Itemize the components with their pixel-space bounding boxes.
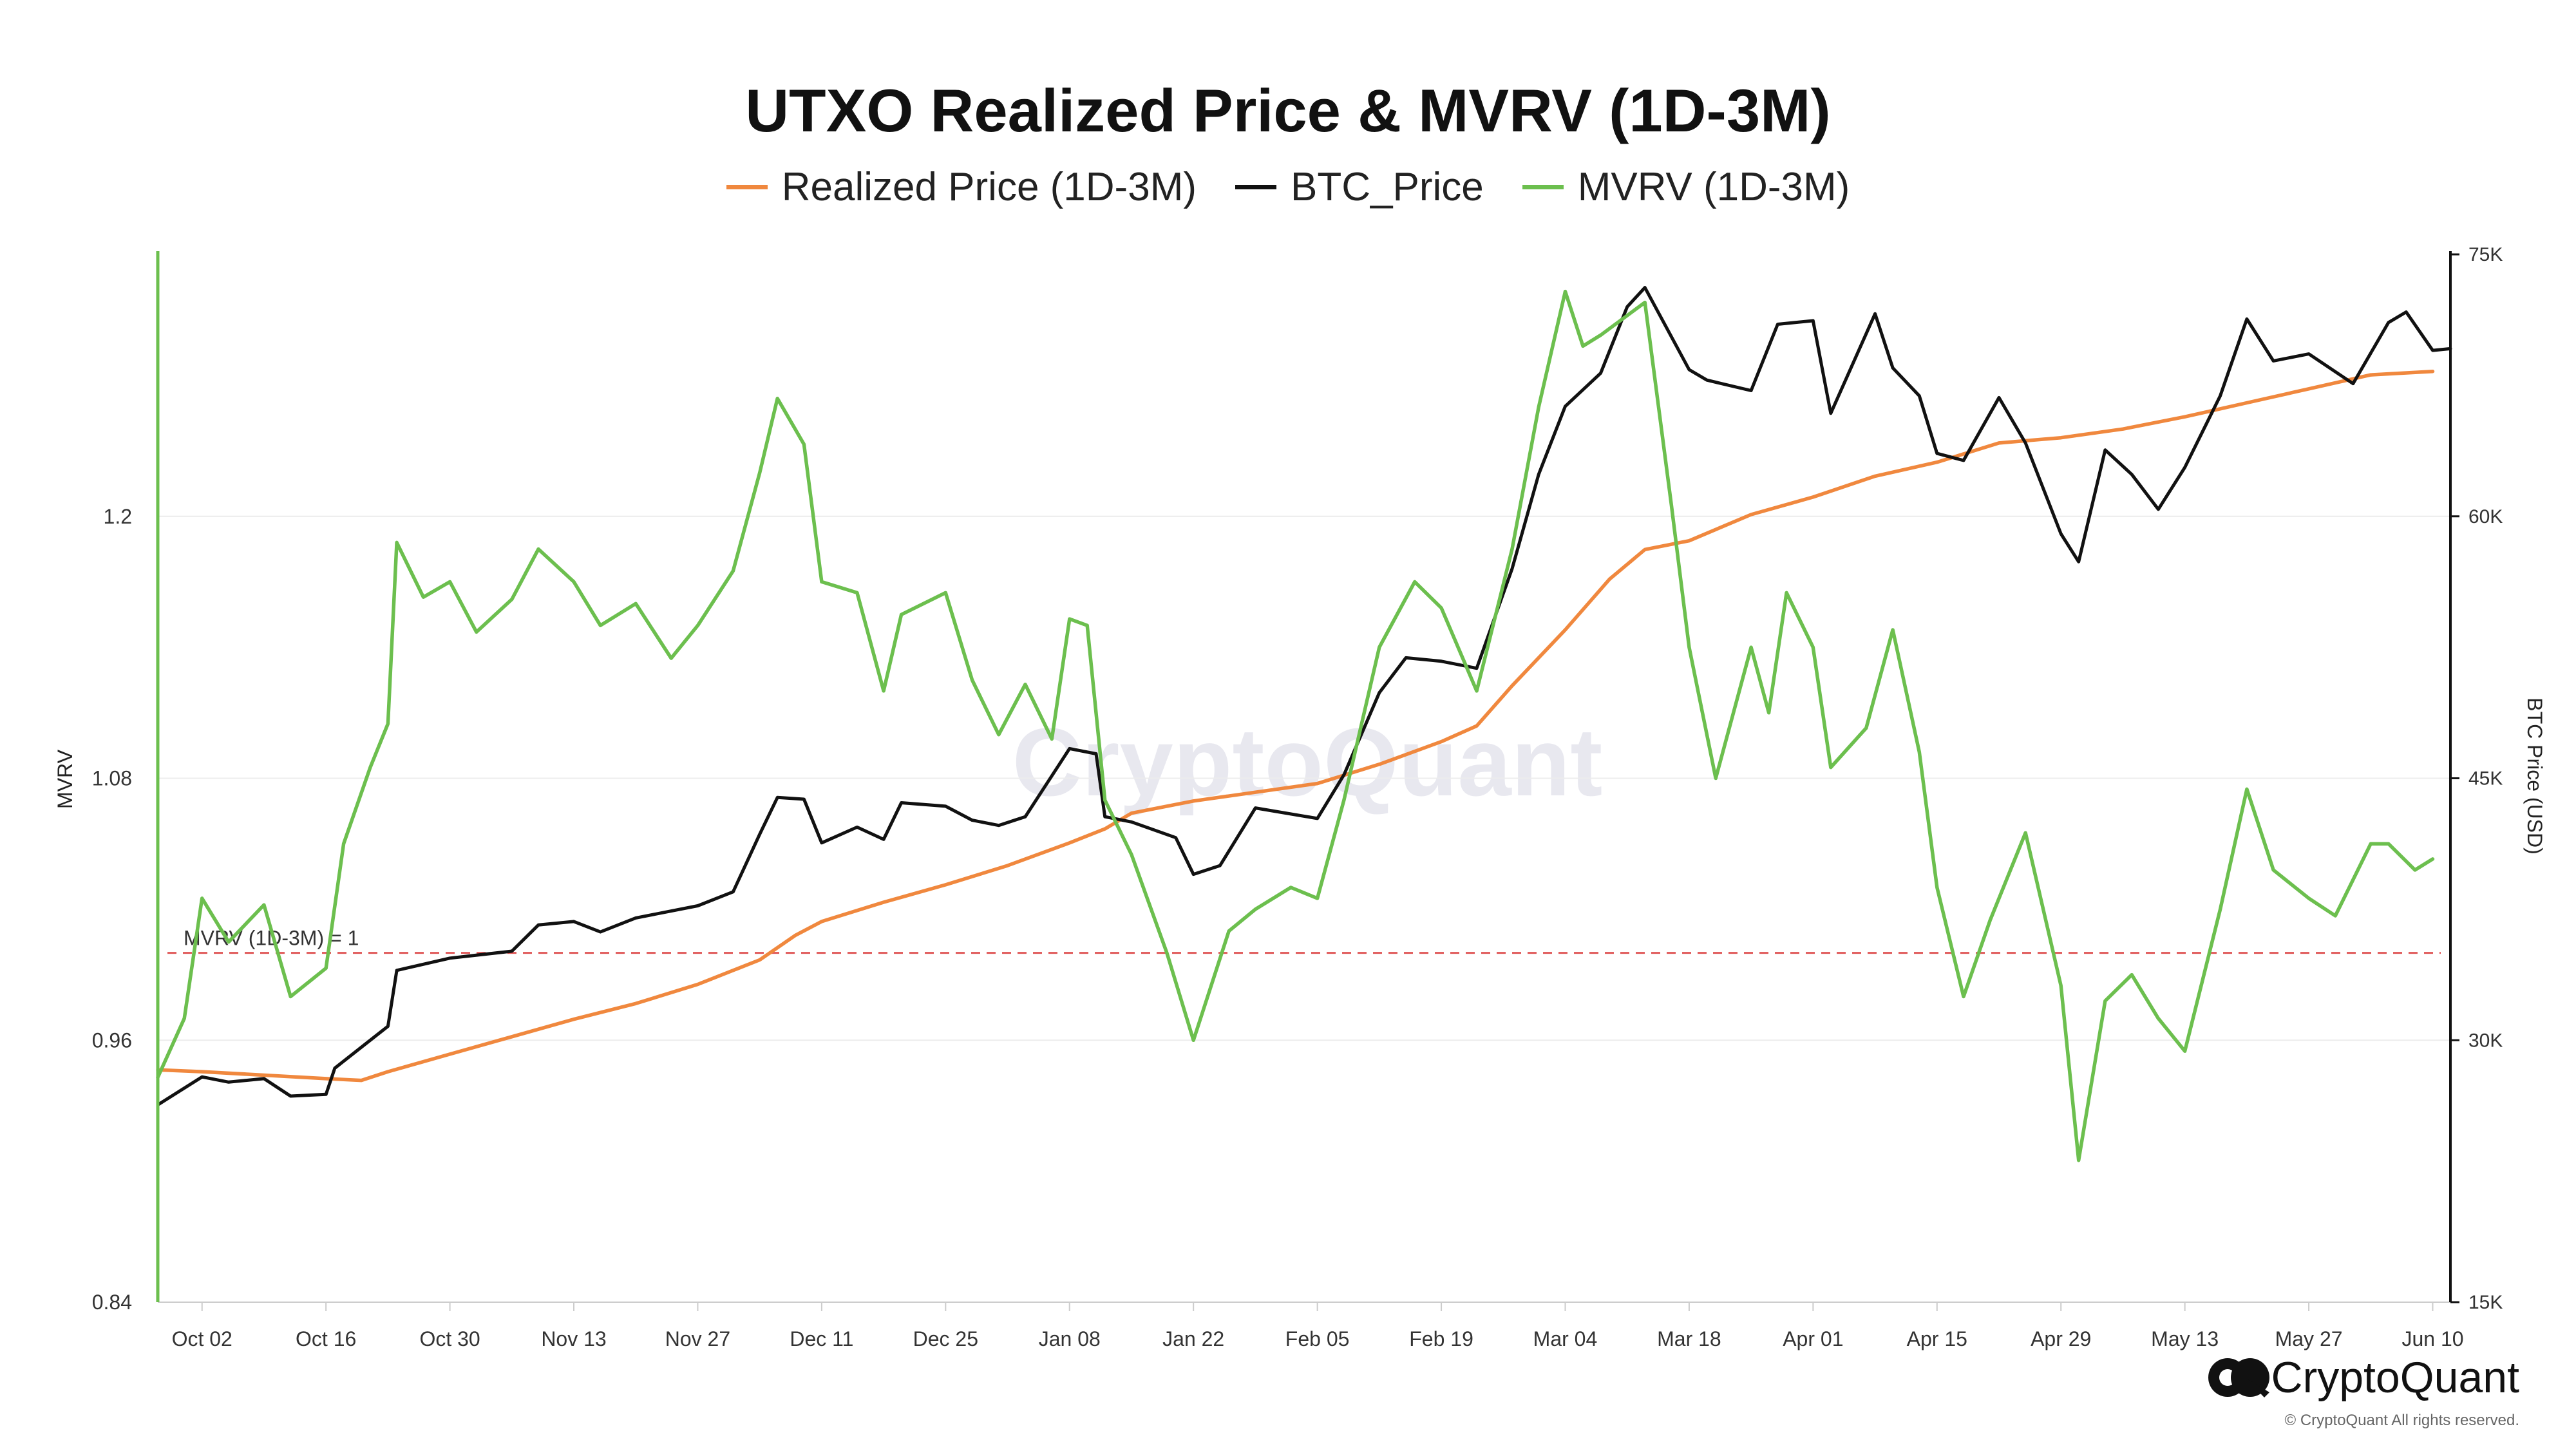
x-tick-label: Jan 08 [1039,1327,1101,1350]
x-tick-label: Oct 30 [419,1327,480,1350]
x-tick-label: May 13 [2151,1327,2219,1350]
x-tick-label: Apr 01 [1783,1327,1843,1350]
watermark-text: CryptoQuant [1012,708,1603,816]
x-tick-label: Feb 05 [1285,1327,1350,1350]
legend-label: Realized Price (1D-3M) [781,165,1197,209]
y-left-axis-label: MVRV [53,749,77,809]
copyright-text: © CryptoQuant All rights reserved. [2284,1412,2520,1429]
x-tick-label: Jan 22 [1162,1327,1224,1350]
y-right-tick-label: 30K [2468,1030,2503,1051]
x-tick-label: Mar 04 [1533,1327,1598,1350]
x-tick-label: May 27 [2275,1327,2343,1350]
legend-swatch [1522,185,1564,189]
y-right-tick-label: 15K [2468,1292,2503,1313]
axes: 1.2 1.08 0.96 0.84 75K 60K 45K 30K 15K Oct 02 Oct … [92,244,2503,1350]
series-line-btc-price [156,286,2452,1107]
chart-legend: Realized Price (1D-3M) BTC_Price MVRV (1… [0,164,2576,210]
x-tick-label: Feb 19 [1409,1327,1473,1350]
legend-item-mvrv[interactable]: MVRV (1D-3M) [1522,164,1850,210]
y-left-tick-label: 1.2 [104,505,132,528]
legend-swatch [1235,185,1276,189]
y-left-tick-label: 0.96 [92,1028,132,1052]
x-tick-label: Nov 27 [665,1327,730,1350]
chart-title: UTXO Realized Price & MVRV (1D-3M) [745,77,1831,144]
legend-label: MVRV (1D-3M) [1577,165,1850,209]
x-tick-label: Apr 15 [1907,1327,1967,1350]
legend-swatch [726,185,768,189]
y-right-axis-label: BTC Price (USD) [2523,697,2546,855]
y-right-tick-label: 60K [2468,506,2503,527]
brand-logo: CryptoQuant [2206,1352,2519,1403]
legend-label: BTC_Price [1290,165,1484,209]
series-line-realized-price [156,369,2435,1083]
x-tick-label: Dec 25 [913,1327,978,1350]
legend-item-btc-price[interactable]: BTC_Price [1235,164,1484,210]
legend-item-realized-price[interactable]: Realized Price (1D-3M) [726,164,1197,210]
y-left-tick-label: 1.08 [92,767,132,790]
y-left-tick-label: 0.84 [92,1291,132,1314]
x-tick-label: Oct 02 [172,1327,232,1350]
cryptoquant-logo-icon [2208,1358,2270,1397]
grid-lines [158,515,2450,1041]
x-tick-label: Jun 10 [2401,1327,2463,1350]
reference-line-group: MVRV (1D-3M) = 1 [167,927,2441,954]
brand-name: CryptoQuant [2271,1353,2519,1402]
x-tick-label: Mar 18 [1657,1327,1721,1350]
x-tick-label: Apr 29 [2031,1327,2091,1350]
x-tick-label: Oct 16 [296,1327,356,1350]
x-tick-label: Nov 13 [541,1327,606,1350]
x-tick-label: Dec 11 [790,1327,853,1350]
series-lines [156,286,2452,1162]
y-right-tick-label: 75K [2468,244,2503,265]
y-right-tick-label: 45K [2468,768,2503,790]
series-line-mvrv [156,289,2435,1162]
